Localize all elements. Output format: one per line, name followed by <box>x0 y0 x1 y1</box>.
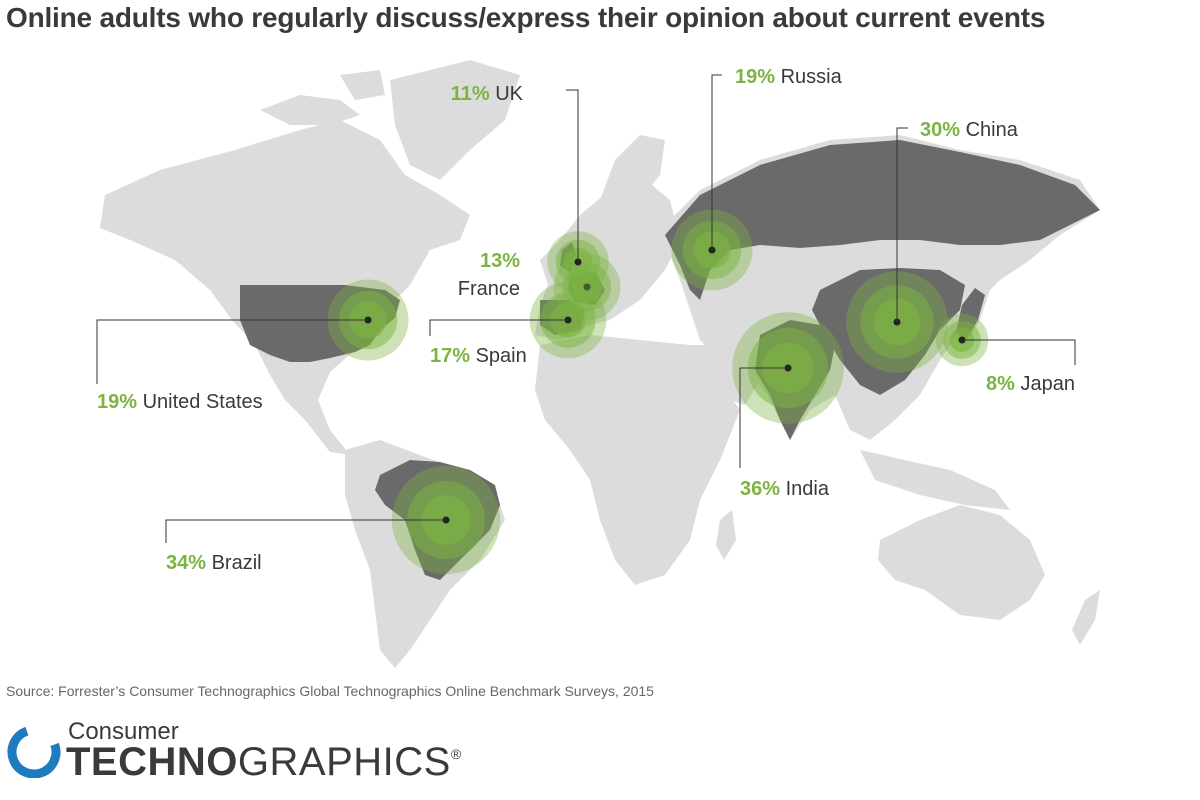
leader-line-brazil <box>165 519 446 543</box>
world-map: 11% UK 19% Russia 30% China 13% France 17% Sp… <box>96 60 1100 668</box>
country-label-india: India <box>786 478 830 500</box>
label-brazil: 34% Brazil <box>166 552 262 574</box>
value-label-japan: 8% <box>986 373 1020 395</box>
country-label-russia: Russia <box>781 66 843 88</box>
leader-line-russia <box>711 74 722 250</box>
landmass-madagascar <box>716 510 736 560</box>
country-label-united-states: United States <box>143 391 263 413</box>
leader-line-uk <box>566 89 579 262</box>
label-india: 36% India <box>740 478 830 500</box>
country-label-france: France <box>458 278 520 300</box>
landmass-africa <box>535 335 740 585</box>
value-labels: 11% UK 19% Russia 30% China 13% France 17% Sp… <box>97 66 1075 574</box>
leader-line-japan <box>962 339 1076 365</box>
landmass-australia <box>878 505 1045 620</box>
brand-logo-block: Consumer TECHNOGRAPHICS® <box>6 718 486 788</box>
landmass-scandinavia <box>600 135 665 215</box>
value-label-china: 30% <box>920 119 966 141</box>
landmass-arabia <box>690 345 760 405</box>
leader-line-india <box>739 367 788 468</box>
landmass-new-zealand <box>1072 590 1100 645</box>
landmass-greenland <box>390 60 520 180</box>
chart-title: Online adults who regularly discuss/expr… <box>6 2 1046 33</box>
label-china: 30% China <box>920 119 1019 141</box>
value-label-india: 36% <box>740 478 786 500</box>
value-label-uk: 11% <box>451 83 495 105</box>
country-russia <box>665 140 1100 300</box>
landmass-southeast-asia <box>860 450 1010 510</box>
leader-lines <box>96 74 1076 543</box>
country-label-japan: Japan <box>1021 373 1076 395</box>
label-japan: 8% Japan <box>986 373 1075 395</box>
bubble-center-dot-france <box>583 283 591 291</box>
label-uk: 11% UK <box>451 83 524 105</box>
source-note: Source: Forrester’s Consumer Technograph… <box>6 683 654 699</box>
value-label-spain: 17% <box>430 345 476 367</box>
value-label-brazil: 34% <box>166 552 212 574</box>
country-label-spain: Spain <box>476 345 527 367</box>
leader-line-china <box>896 127 908 322</box>
value-label-united-states: 19% <box>97 391 143 413</box>
label-united-states: 19% United States <box>97 391 263 413</box>
country-label-uk: UK <box>495 83 523 105</box>
label-spain: 17% Spain <box>430 345 527 367</box>
label-russia: 19% Russia <box>735 66 843 88</box>
leader-line-united-states <box>96 319 368 384</box>
value-label-france: 13% <box>480 250 520 272</box>
country-label-brazil: Brazil <box>212 552 262 574</box>
landmass-arctic-islands <box>260 70 385 125</box>
brand-name-top: Consumer <box>68 718 179 745</box>
leader-line-spain <box>429 319 568 336</box>
consumer-technographics-logo-icon <box>7 725 61 778</box>
value-label-russia: 19% <box>735 66 781 88</box>
brand-name-bottom: TECHNOGRAPHICS® <box>66 740 462 784</box>
country-label-china: China <box>966 119 1019 141</box>
